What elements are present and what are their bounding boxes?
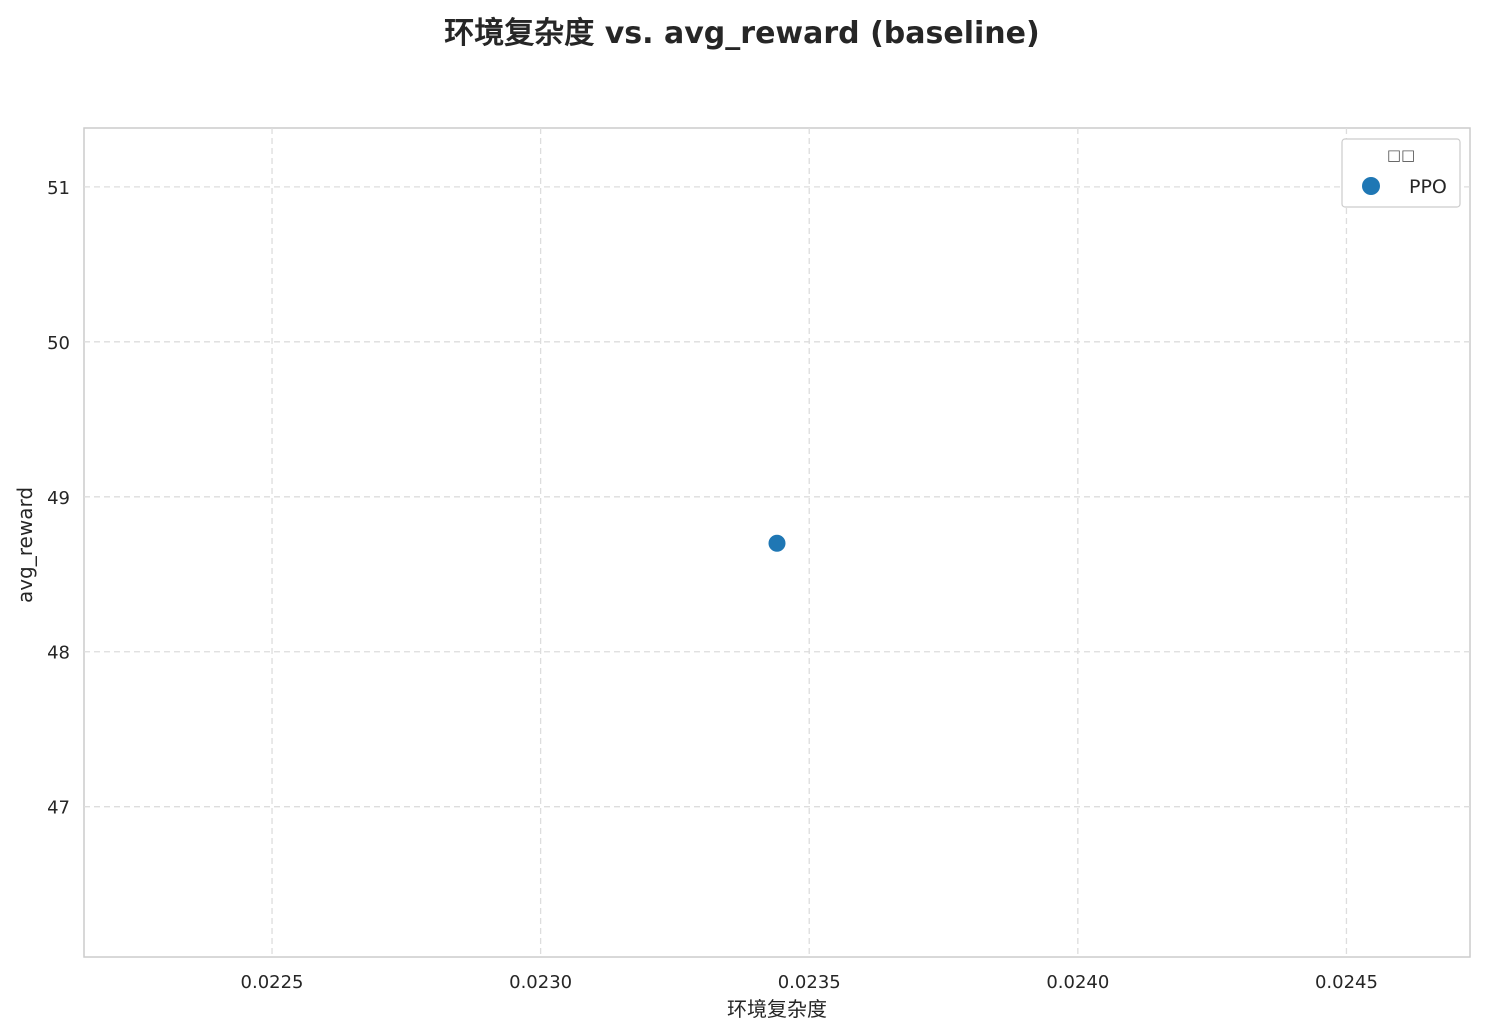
x-tick-label: 0.0245	[1315, 972, 1378, 993]
legend: □□ PPO	[1341, 138, 1461, 208]
x-tick-label: 0.0240	[1046, 972, 1109, 993]
x-tick-label: 0.0235	[778, 972, 841, 993]
y-axis-label: avg_reward	[13, 487, 37, 603]
x-tick-labels: 0.0225 0.0230 0.0235 0.0240 0.0245	[241, 972, 1378, 993]
x-tick-label: 0.0225	[241, 972, 304, 993]
y-tick-label: 49	[47, 488, 70, 509]
x-tick-label: 0.0230	[509, 972, 572, 993]
y-tick-label: 50	[47, 333, 70, 354]
y-tick-label: 51	[47, 178, 70, 199]
chart-title: 环境复杂度 vs. avg_reward (baseline)	[444, 16, 1039, 51]
legend-marker-ppo	[1362, 177, 1380, 195]
x-axis-label: 环境复杂度	[727, 997, 827, 1021]
y-tick-labels: 47 48 49 50 51	[47, 178, 70, 819]
legend-title: □□	[1387, 146, 1415, 164]
legend-label-ppo: PPO	[1409, 176, 1447, 198]
y-tick-label: 47	[47, 798, 70, 819]
data-points	[767, 533, 787, 553]
y-tick-label: 48	[47, 643, 70, 664]
x-gridlines	[271, 128, 1348, 957]
y-gridlines	[84, 186, 1470, 808]
data-point	[767, 533, 787, 553]
